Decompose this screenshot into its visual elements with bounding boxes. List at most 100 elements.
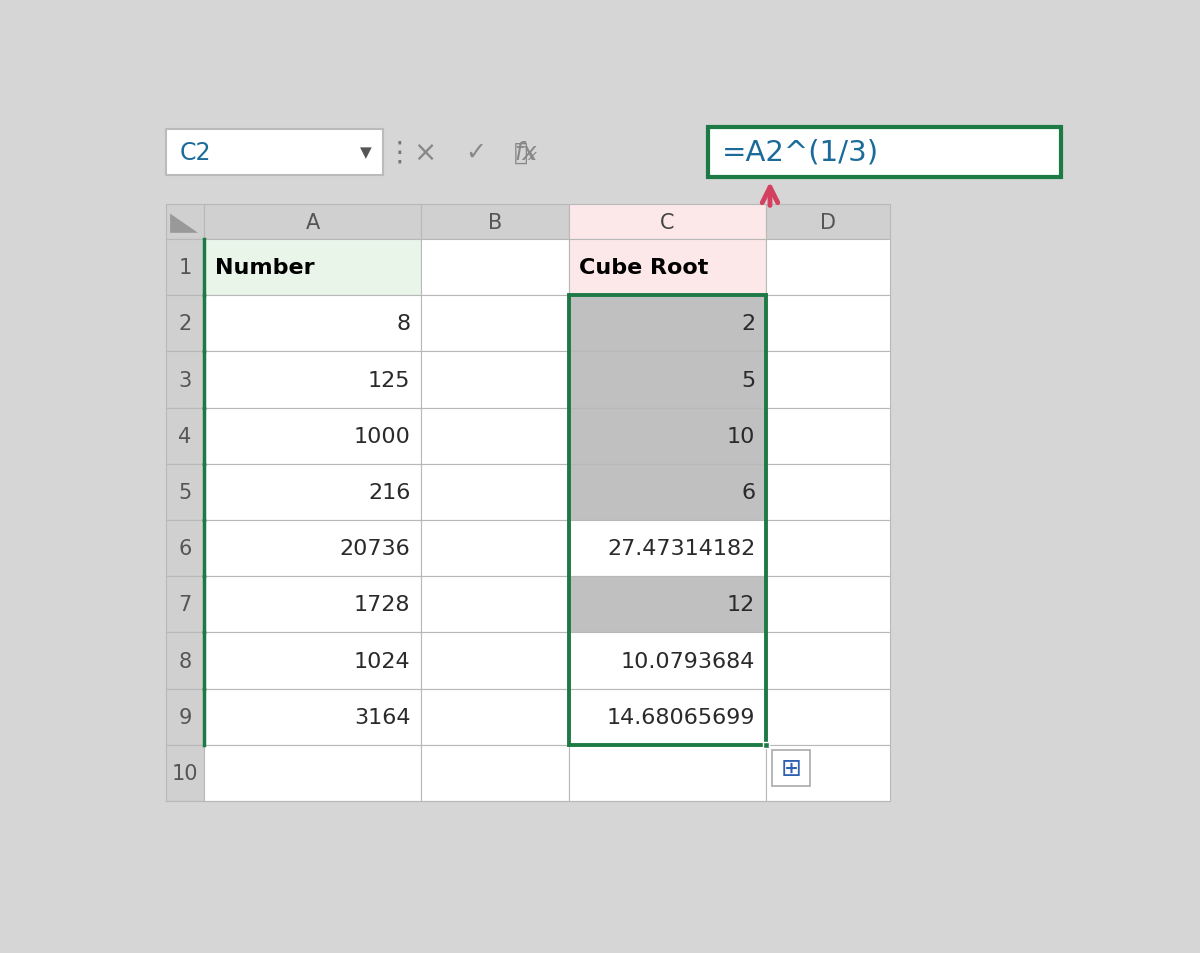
Text: 20736: 20736 xyxy=(340,538,410,558)
Text: A: A xyxy=(306,213,320,233)
Bar xyxy=(569,689,766,745)
Bar xyxy=(421,205,569,240)
Text: ⋮: ⋮ xyxy=(385,139,414,167)
Bar xyxy=(569,464,766,520)
Text: Cube Root: Cube Root xyxy=(580,258,709,278)
Text: 216: 216 xyxy=(368,482,410,502)
Text: 1728: 1728 xyxy=(354,595,410,615)
Bar xyxy=(569,205,766,240)
Text: 3: 3 xyxy=(179,370,192,390)
Bar xyxy=(166,240,204,295)
Bar xyxy=(569,295,766,745)
Bar xyxy=(166,689,204,745)
Bar xyxy=(708,129,1061,177)
Text: 1024: 1024 xyxy=(354,651,410,671)
Text: 6: 6 xyxy=(178,538,192,558)
Text: 14.68065699: 14.68065699 xyxy=(607,707,755,727)
Bar xyxy=(421,408,569,464)
Text: =A2^(1/3): =A2^(1/3) xyxy=(722,139,880,167)
Text: 6: 6 xyxy=(742,482,755,502)
Bar xyxy=(166,205,204,240)
Text: 10: 10 xyxy=(172,763,198,783)
Polygon shape xyxy=(170,214,198,233)
Text: D: D xyxy=(820,213,836,233)
Text: 𝑓ₓ: 𝑓ₓ xyxy=(514,141,538,165)
Bar xyxy=(763,742,769,748)
Bar xyxy=(766,408,890,464)
Text: 12: 12 xyxy=(727,595,755,615)
Bar xyxy=(766,633,890,689)
Text: ✓: ✓ xyxy=(466,141,486,165)
Bar xyxy=(773,750,810,786)
Bar xyxy=(166,464,204,520)
Bar xyxy=(204,240,421,295)
Text: 2: 2 xyxy=(742,314,755,334)
Bar xyxy=(766,205,890,240)
Bar xyxy=(569,240,766,295)
Bar xyxy=(166,352,204,408)
Text: 10.0793684: 10.0793684 xyxy=(620,651,755,671)
Bar xyxy=(766,240,890,295)
Text: 2: 2 xyxy=(179,314,192,334)
Text: 5: 5 xyxy=(742,370,755,390)
Bar xyxy=(204,633,421,689)
Bar xyxy=(421,352,569,408)
Bar xyxy=(421,520,569,577)
Bar xyxy=(166,520,204,577)
Bar xyxy=(166,633,204,689)
Bar xyxy=(166,577,204,633)
Bar xyxy=(204,745,421,801)
Text: 27.47314182: 27.47314182 xyxy=(607,538,755,558)
Bar xyxy=(421,240,569,295)
Bar xyxy=(204,520,421,577)
Text: 1000: 1000 xyxy=(354,426,410,446)
Text: 1: 1 xyxy=(179,258,192,278)
Text: 7: 7 xyxy=(179,595,192,615)
Bar xyxy=(204,408,421,464)
Bar xyxy=(569,633,766,689)
Bar xyxy=(569,295,766,352)
Text: Number: Number xyxy=(215,258,314,278)
Bar xyxy=(766,352,890,408)
Bar xyxy=(204,577,421,633)
Bar xyxy=(204,464,421,520)
Bar xyxy=(150,122,1080,184)
Text: ×: × xyxy=(414,139,437,167)
Bar xyxy=(766,295,890,352)
Bar xyxy=(766,689,890,745)
Bar xyxy=(421,295,569,352)
Bar xyxy=(421,689,569,745)
Text: fx: fx xyxy=(515,141,538,165)
Bar xyxy=(421,464,569,520)
Bar xyxy=(569,520,766,577)
Bar xyxy=(421,745,569,801)
Bar xyxy=(569,577,766,633)
Bar xyxy=(204,205,421,240)
Text: ⊞: ⊞ xyxy=(780,756,802,781)
Bar xyxy=(421,577,569,633)
Bar xyxy=(204,295,421,352)
Bar xyxy=(569,745,766,801)
Text: 8: 8 xyxy=(396,314,410,334)
Text: C2: C2 xyxy=(180,141,211,165)
Bar xyxy=(421,633,569,689)
Bar xyxy=(204,352,421,408)
Bar xyxy=(766,577,890,633)
Bar xyxy=(569,352,766,408)
Bar xyxy=(166,130,383,176)
Bar xyxy=(204,689,421,745)
Bar xyxy=(766,464,890,520)
Bar xyxy=(166,745,204,801)
Bar xyxy=(569,408,766,464)
Text: C: C xyxy=(660,213,674,233)
Bar xyxy=(166,408,204,464)
Text: 9: 9 xyxy=(178,707,192,727)
Text: ▼: ▼ xyxy=(360,145,371,160)
Text: 10: 10 xyxy=(727,426,755,446)
Bar xyxy=(166,295,204,352)
Text: 125: 125 xyxy=(368,370,410,390)
Text: 5: 5 xyxy=(179,482,192,502)
Bar xyxy=(766,520,890,577)
Text: B: B xyxy=(487,213,502,233)
Text: 3164: 3164 xyxy=(354,707,410,727)
